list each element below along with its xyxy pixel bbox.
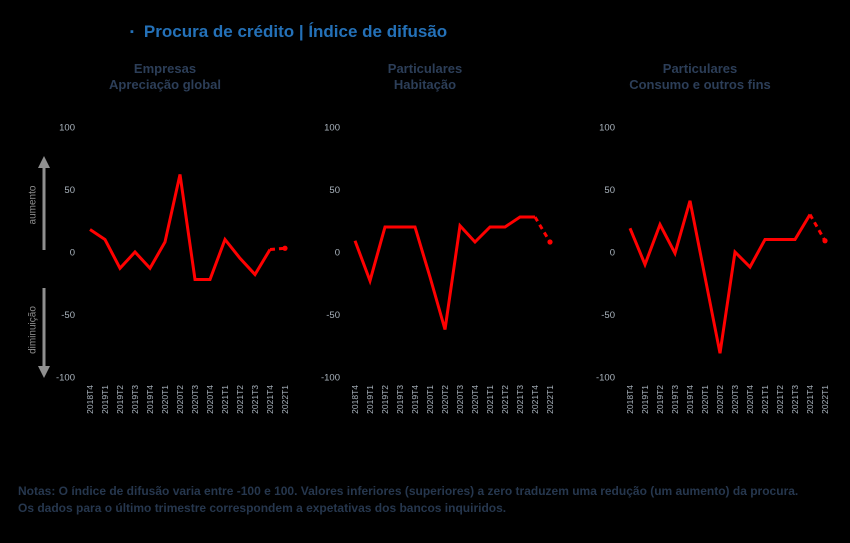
x-tick-label: 2021T3 — [790, 385, 800, 414]
x-tick-label: 2020T1 — [425, 385, 435, 414]
y-tick-label: -100 — [56, 373, 75, 384]
x-tick-label: 2019T3 — [670, 385, 680, 414]
x-tick-label: 2021T3 — [250, 385, 260, 414]
y-tick-label: 100 — [59, 123, 75, 134]
chart-particulares-habitacao: 100 50 0 -50 -100 2018T4 2019T1 2019T2 2019T3 201… — [321, 123, 555, 414]
x-tick-label: 2020T3 — [190, 385, 200, 414]
panel-title-particulares-habitacao: Particulares Habitação — [295, 61, 555, 93]
panel-3-title-line2: Consumo e outros fins — [629, 77, 771, 92]
series-line — [628, 200, 812, 354]
x-tick-label: 2020T3 — [730, 385, 740, 414]
increase-arrow-head-icon — [38, 156, 50, 168]
x-tick-label: 2019T1 — [100, 385, 110, 414]
x-tick-label: 2021T1 — [760, 385, 770, 414]
panel-title-empresas: Empresas Apreciação global — [35, 61, 295, 93]
x-tick-label: 2019T2 — [380, 385, 390, 414]
chart-empresas: 100 50 0 -50 -100 2018T4 2019T1 2019T2 2019T3 201… — [56, 123, 290, 414]
y-tick-label: -100 — [321, 373, 340, 384]
x-tick-label: 2022T1 — [280, 385, 290, 414]
panel-1-title-line2: Apreciação global — [109, 77, 221, 92]
x-tick-label: 2021T2 — [500, 385, 510, 414]
figure-notes: Notas: O índice de difusão varia entre -… — [18, 483, 830, 517]
x-tick-label: 2020T1 — [700, 385, 710, 414]
series-line — [353, 215, 535, 330]
y-tick-label: 100 — [324, 123, 340, 134]
x-tick-label: 2018T4 — [350, 385, 360, 414]
notes-line-2: Os dados para o último trimestre corresp… — [18, 501, 507, 515]
expectation-point-marker — [282, 245, 288, 251]
y-tick-label: -50 — [326, 310, 340, 321]
series-line — [89, 174, 272, 281]
notes-line-1: Notas: O índice de difusão varia entre -… — [18, 484, 799, 498]
panel-3-title-line1: Particulares — [662, 61, 738, 76]
x-tick-label: 2019T1 — [365, 385, 375, 414]
x-tick-label: 2022T1 — [820, 385, 830, 414]
x-tick-label: 2018T4 — [625, 385, 635, 414]
panel-title-particulares-consumo: Particulares Consumo e outros fins — [570, 61, 830, 93]
y-tick-label: 50 — [64, 185, 75, 196]
x-tick-label: 2021T3 — [515, 385, 525, 414]
y-direction-arrows — [38, 156, 50, 378]
y-tick-label: 0 — [610, 248, 615, 259]
x-tick-label: 2019T3 — [395, 385, 405, 414]
expectation-dashed-segment — [808, 213, 827, 242]
figure-title-text: Procura de crédito | Índice de difusão — [143, 22, 448, 41]
y-tick-label: -50 — [601, 310, 615, 321]
x-tick-label: 2021T4 — [530, 385, 540, 414]
expectation-dashed-segment — [533, 216, 552, 243]
panel-2-title-line2: Habitação — [393, 77, 457, 92]
x-tick-label: 2019T4 — [410, 385, 420, 414]
chart-particulares-consumo: 100 50 0 -50 -100 2018T4 2019T1 2019T2 2019T3 201… — [596, 123, 830, 414]
y-tick-label: 50 — [604, 185, 615, 196]
y-tick-label: 50 — [329, 185, 340, 196]
x-tick-label: 2020T1 — [160, 385, 170, 414]
x-tick-label: 2020T2 — [715, 385, 725, 414]
y-tick-label: -100 — [596, 373, 615, 384]
x-tick-label: 2020T3 — [455, 385, 465, 414]
y-tick-label: -50 — [61, 310, 75, 321]
x-tick-label: 2021T1 — [220, 385, 230, 414]
x-tick-label: 2020T2 — [440, 385, 450, 414]
x-tick-label: 2020T2 — [175, 385, 185, 414]
x-tick-label: 2021T2 — [235, 385, 245, 414]
x-tick-label: 2021T1 — [485, 385, 495, 414]
x-tick-label: 2019T3 — [130, 385, 140, 414]
x-tick-label: 2021T4 — [265, 385, 275, 414]
y-tick-label: 100 — [599, 123, 615, 134]
x-tick-label: 2019T2 — [115, 385, 125, 414]
y-tick-label: 0 — [70, 248, 75, 259]
x-tick-label: 2021T4 — [805, 385, 815, 414]
x-tick-label: 2020T4 — [205, 385, 215, 414]
x-tick-label: 2019T2 — [655, 385, 665, 414]
title-bullet-icon: ▪ — [130, 26, 134, 38]
panel-2-title-line1: Particulares — [387, 61, 463, 76]
x-tick-label: 2020T4 — [470, 385, 480, 414]
figure-title: ▪ Procura de crédito | Índice de difusão — [130, 22, 447, 42]
y-tick-label: 0 — [335, 248, 340, 259]
x-tick-label: 2020T4 — [745, 385, 755, 414]
x-tick-label: 2019T4 — [685, 385, 695, 414]
panel-1-title-line1: Empresas — [133, 61, 197, 76]
expectation-point-marker — [547, 239, 553, 245]
x-tick-label: 2022T1 — [545, 385, 555, 414]
x-tick-label: 2019T1 — [640, 385, 650, 414]
x-tick-label: 2019T4 — [145, 385, 155, 414]
x-tick-label: 2021T2 — [775, 385, 785, 414]
expectation-point-marker — [822, 238, 828, 244]
decrease-arrow-head-icon — [38, 366, 50, 378]
x-tick-label: 2018T4 — [85, 385, 95, 414]
